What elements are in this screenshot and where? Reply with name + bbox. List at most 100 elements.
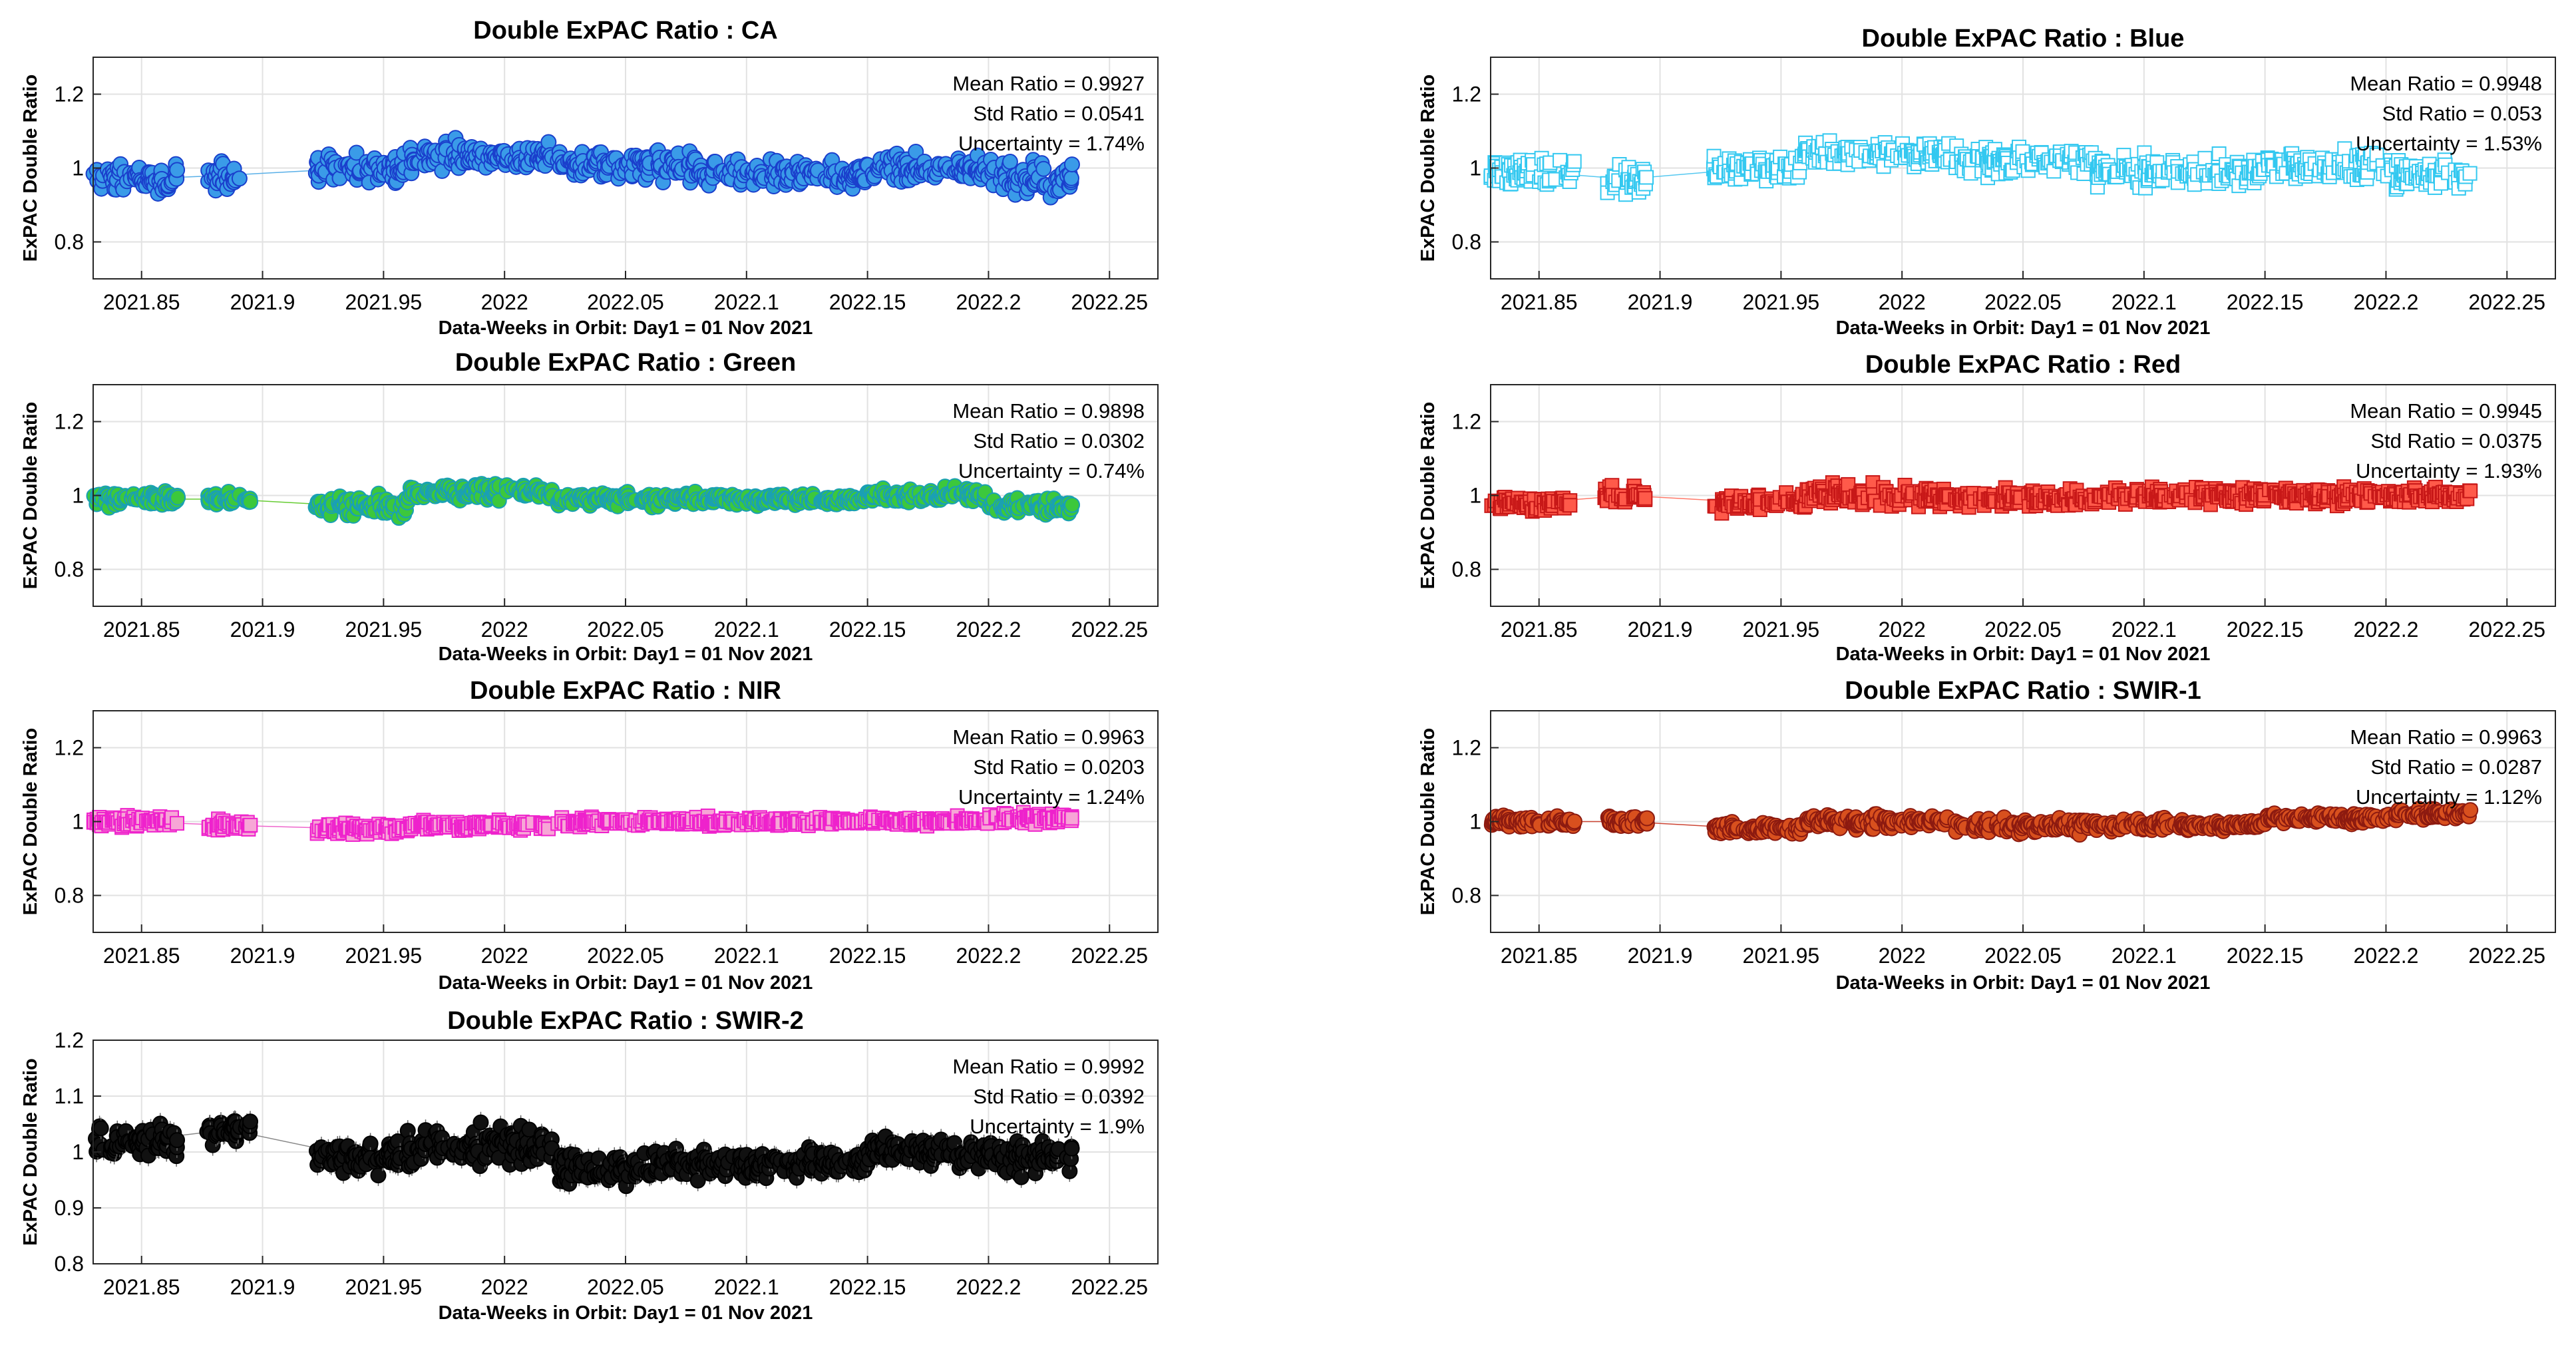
x-tick-label: 2022 [1879,618,1926,642]
data-point [1064,811,1079,826]
x-axis-label: Data-Weeks in Orbit: Day1 = 01 Nov 2021 [439,317,813,339]
x-tick-label: 2022.05 [587,618,664,642]
x-axis-label: Data-Weeks in Orbit: Day1 = 01 Nov 2021 [1836,644,2211,665]
x-tick-label: 2022.15 [2227,618,2304,642]
stat-std: Std Ratio = 0.0541 [973,102,1145,125]
x-tick-label: 2021.95 [345,290,423,314]
y-tick-label: 1 [1469,484,1481,508]
stat-std: Std Ratio = 0.0287 [2370,755,2542,779]
x-tick-label: 2021.9 [230,290,295,314]
data-point [1563,498,1578,513]
data-point [169,1132,186,1149]
stat-std: Std Ratio = 0.0375 [2370,429,2542,453]
data-point [2337,141,2352,156]
y-tick-label: 0.8 [55,230,84,254]
x-tick-label: 2022.15 [2227,290,2304,314]
stat-mean: Mean Ratio = 0.9963 [952,725,1145,749]
chart-blue: 2021.85 2021.9 2021.95 2022 2022.05 2022.1 202… [1417,25,2556,339]
data-point [231,170,248,187]
chart-title: Double ExPAC Ratio : CA [473,17,777,45]
x-tick-label: 2021.85 [1501,944,1578,968]
x-tick-label: 2022.25 [2468,944,2545,968]
x-tick-label: 2021.9 [230,618,295,642]
x-tick-label: 2022.15 [829,290,906,314]
x-tick-label: 2022.05 [1984,618,2062,642]
x-tick-label: 2022 [1879,944,1926,968]
stat-uncertainty: Uncertainty = 1.74% [958,132,1145,155]
data-point [2463,483,2478,498]
y-tick-label: 1 [1469,156,1481,180]
y-tick-label: 0.8 [1452,558,1481,582]
stat-std: Std Ratio = 0.053 [2382,102,2542,125]
y-tick-label: 1 [72,156,84,180]
data-point [242,1113,259,1130]
x-tick-label: 2022.2 [956,944,1021,968]
data-point [92,1120,109,1137]
y-tick-label: 0.8 [1452,884,1481,908]
stat-mean: Mean Ratio = 0.9898 [952,399,1145,423]
x-tick-label: 2021.9 [230,944,295,968]
x-axis-label: Data-Weeks in Orbit: Day1 = 01 Nov 2021 [439,644,813,665]
x-tick-label: 2022.1 [714,618,779,642]
x-tick-label: 2022.25 [1071,944,1148,968]
x-tick-label: 2022 [481,944,528,968]
y-tick-label: 0.8 [1452,230,1481,254]
y-tick-label: 1 [72,484,84,508]
data-point [170,816,185,831]
data-point [1566,154,1582,169]
x-tick-label: 2021.85 [103,618,180,642]
y-axis-label: ExPAC Double Ratio [1417,75,1439,262]
chart-red: 2021.85 2021.9 2021.95 2022 2022.05 2022.1 202… [1417,351,2556,665]
stat-std: Std Ratio = 0.0203 [973,755,1145,779]
stat-mean: Mean Ratio = 0.9945 [2350,399,2542,423]
stat-mean: Mean Ratio = 0.9963 [2350,725,2542,749]
data-point [1063,156,1080,173]
data-point [1064,496,1081,513]
chart-title: Double ExPAC Ratio : Green [455,349,796,377]
x-tick-label: 2022.25 [2468,290,2545,314]
stat-uncertainty: Uncertainty = 1.12% [2356,785,2542,809]
chart-swir-1: 2021.85 2021.9 2021.95 2022 2022.05 2022.1 202… [1417,677,2556,994]
x-tick-label: 2022.2 [956,618,1021,642]
x-tick-label: 2022.1 [2112,944,2177,968]
x-tick-label: 2021.95 [1743,618,1820,642]
data-point [348,144,365,161]
stat-mean: Mean Ratio = 0.9948 [2350,72,2542,95]
y-axis-label: ExPAC Double Ratio [20,75,41,262]
y-tick-label: 0.8 [55,558,84,582]
chart-title: Double ExPAC Ratio : SWIR-1 [1845,677,2201,705]
x-tick-label: 2022.25 [2468,618,2545,642]
y-tick-label: 1 [72,810,84,834]
y-tick-label: 1 [1469,810,1481,834]
y-tick-label: 1.2 [1452,736,1481,760]
y-tick-label: 0.8 [55,884,84,908]
data-point [242,493,259,510]
data-point [1035,160,1052,177]
y-tick-label: 1.2 [55,410,84,434]
chart-ca: 2021.85 2021.9 2021.95 2022 2022.05 2022.1 202… [20,17,1159,339]
data-point [1638,490,1653,506]
x-tick-label: 2022.2 [956,290,1021,314]
y-tick-label: 1.2 [1452,410,1481,434]
chart-title: Double ExPAC Ratio : NIR [470,677,781,705]
x-axis-label: Data-Weeks in Orbit: Day1 = 01 Nov 2021 [439,972,813,994]
x-tick-label: 2021.9 [1628,618,1693,642]
data-point [1638,810,1655,827]
x-tick-label: 2021.95 [1743,290,1820,314]
x-tick-label: 2022 [481,290,528,314]
data-point [170,489,186,506]
x-tick-label: 2022.05 [587,944,664,968]
data-point [1063,170,1079,186]
x-tick-label: 2021.95 [345,944,423,968]
stat-std: Std Ratio = 0.0302 [973,429,1145,453]
x-tick-label: 2022.05 [587,290,664,314]
x-tick-label: 2022.1 [2112,290,2177,314]
data-point [243,817,258,833]
x-tick-label: 2022.25 [1071,618,1148,642]
x-tick-label: 2022.2 [2354,618,2419,642]
series-markers [85,130,1080,206]
x-axis-label: Data-Weeks in Orbit: Day1 = 01 Nov 2021 [1836,972,2211,994]
x-tick-label: 2021.9 [1628,290,1693,314]
chart-nir: 2021.85 2021.9 2021.95 2022 2022.05 2022.1 202… [20,677,1159,994]
